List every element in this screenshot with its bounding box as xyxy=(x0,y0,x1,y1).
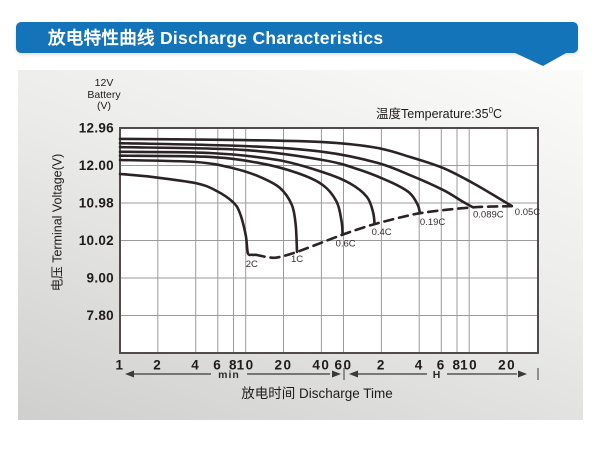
y-tick-12.96: 12.96 xyxy=(79,121,114,136)
minutes-unit-label: min xyxy=(218,369,240,381)
x-tick-8H: 8 xyxy=(452,358,461,373)
curve-label-0.19C: 0.19C xyxy=(420,217,445,228)
y-tick-labels: 12.96 12.00 10.98 10.02 9.00 7.80 xyxy=(79,121,114,324)
x-tick-20H: 20 xyxy=(498,358,516,373)
curve-label-1C: 1C xyxy=(291,254,303,265)
header-banner: 放电特性曲线 Discharge Characteristics xyxy=(16,22,578,53)
x-tick-6min: 6 xyxy=(213,358,222,373)
x-tick-1min: 1 xyxy=(115,358,124,373)
curve-0.089C xyxy=(118,141,475,209)
battery-label-line1: 12V xyxy=(94,77,114,89)
axis-unit-arrows: min H xyxy=(125,368,539,381)
min-arrowhead-right-icon xyxy=(332,370,341,378)
curve-label-2C: 2C xyxy=(246,259,258,270)
x-tick-20min: 20 xyxy=(274,358,292,373)
x-tick-2H: 2 xyxy=(377,358,386,373)
hours-unit-label: H xyxy=(433,369,442,381)
x-axis-title: 放电时间 Discharge Time xyxy=(241,386,393,401)
y-tick-10.02: 10.02 xyxy=(79,233,114,248)
header-tail-shape xyxy=(513,52,568,66)
x-tick-2min: 2 xyxy=(153,358,162,373)
y-tick-9.00: 9.00 xyxy=(87,271,114,286)
header-tail xyxy=(513,52,568,66)
curve-0.19C xyxy=(118,145,422,215)
x-tick-60min: 60 xyxy=(334,358,352,373)
plot-border xyxy=(119,127,539,354)
battery-type-label: 12V Battery (V) xyxy=(78,77,130,113)
x-tick-6H: 6 xyxy=(437,358,446,373)
h-arrowhead-right-icon xyxy=(518,370,527,378)
curve-0.05C xyxy=(118,137,514,208)
battery-label-line3: (V) xyxy=(97,100,111,112)
curve-label-0.6C: 0.6C xyxy=(336,239,356,250)
curve-rate-labels: 2C 1C 0.6C 0.4C 0.19C 0.089C 0.05C xyxy=(246,207,541,270)
curve-1C xyxy=(118,158,299,254)
curve-label-0.05C: 0.05C xyxy=(515,207,540,218)
discharge-curves xyxy=(118,137,514,257)
x-tick-4min: 4 xyxy=(191,358,200,373)
battery-label-line2: Battery xyxy=(87,88,121,101)
curve-2C xyxy=(118,172,257,257)
y-tick-10.98: 10.98 xyxy=(79,196,114,211)
temperature-text: 温度Temperature:35 xyxy=(376,107,489,121)
x-tick-labels: 1 2 4 6 810 20 40 60 2 4 6 810 20 xyxy=(115,358,516,373)
curve-0.6C xyxy=(118,154,344,236)
x-tick-4H: 4 xyxy=(415,358,424,373)
h-arrowhead-left-icon xyxy=(349,370,358,378)
header-title: 放电特性曲线 Discharge Characteristics xyxy=(48,28,384,48)
cutoff-envelope-dashed-line xyxy=(254,204,514,260)
x-tick-40min: 40 xyxy=(312,358,330,373)
curve-0.4C xyxy=(118,150,376,226)
temperature-degree: 0 xyxy=(488,105,494,115)
min-arrowhead-left-icon xyxy=(125,370,134,378)
y-tick-12.00: 12.00 xyxy=(79,158,114,173)
curve-label-0.089C: 0.089C xyxy=(473,209,504,220)
temperature-unit: C xyxy=(493,107,503,121)
curve-label-0.4C: 0.4C xyxy=(372,227,392,238)
x-tick-8min: 8 xyxy=(229,358,238,373)
x-tick-10H: 10 xyxy=(460,358,478,373)
y-tick-7.80: 7.80 xyxy=(87,308,114,323)
x-tick-10min: 10 xyxy=(237,358,255,373)
temperature-label: 温度Temperature:350C xyxy=(376,103,502,122)
